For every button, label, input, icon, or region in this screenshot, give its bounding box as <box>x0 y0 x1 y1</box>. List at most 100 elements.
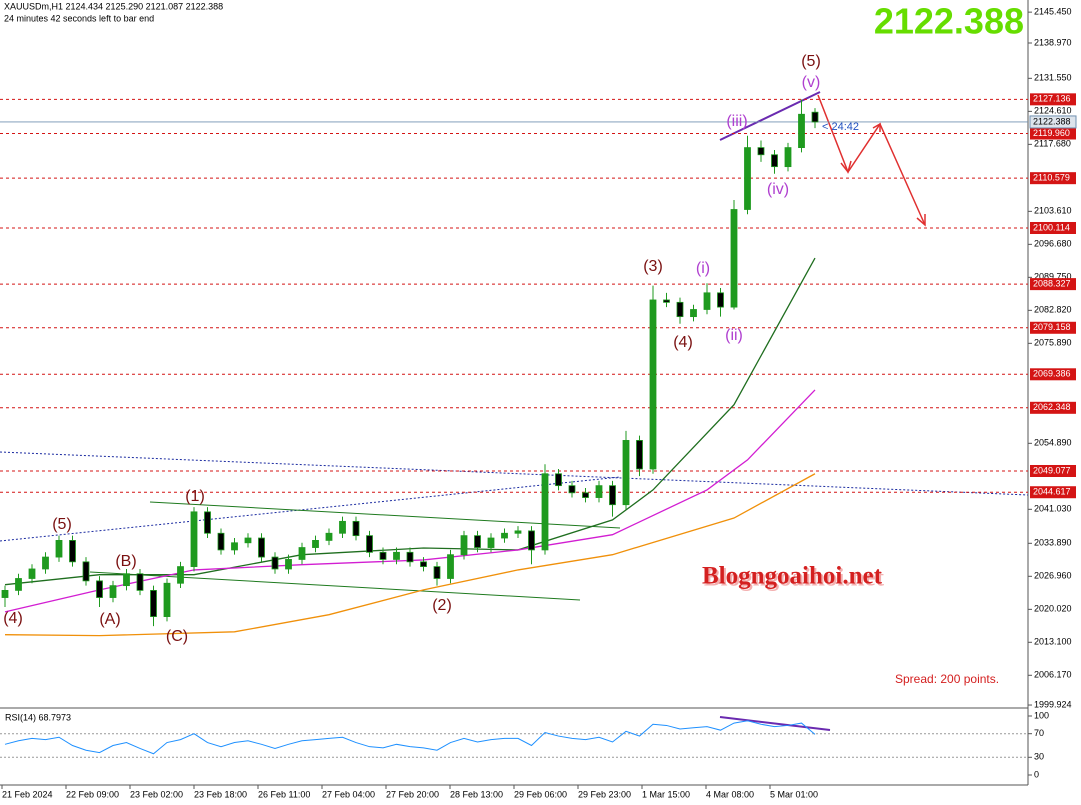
x-tick-label: 5 Mar 01:00 <box>770 789 818 799</box>
candle-body <box>190 511 198 567</box>
candle-body <box>622 440 630 506</box>
level-label: 2079.158 <box>1033 322 1071 332</box>
y-tick-label: 2082.820 <box>1034 305 1072 315</box>
candle-body <box>703 292 711 310</box>
level-box <box>1030 93 1076 106</box>
channel-line <box>89 571 581 601</box>
wave-label: (iii) <box>726 113 747 130</box>
y-tick-label: 2117.680 <box>1034 139 1071 149</box>
wave-label: (i) <box>696 260 710 277</box>
level-label: 2119.960 <box>1033 128 1070 138</box>
candle-body <box>55 540 63 558</box>
y-tick-label: 2054.890 <box>1034 438 1072 448</box>
trend-line <box>0 451 1029 496</box>
candle-body <box>150 589 157 617</box>
candle-body <box>1 589 9 598</box>
level-box <box>1030 127 1076 140</box>
candle-body <box>568 485 576 494</box>
candle-body <box>676 301 684 318</box>
y-tick-label: 2089.750 <box>1034 272 1072 282</box>
level-label: 2110.579 <box>1033 173 1070 183</box>
moving-average <box>4 389 816 613</box>
candle-body <box>460 535 468 556</box>
y-tick-label: 2026.960 <box>1034 571 1072 581</box>
candle-body <box>177 566 184 584</box>
candle-body <box>771 154 778 168</box>
wave-label: (3) <box>643 258 663 275</box>
y-tick-label: 2041.030 <box>1034 504 1072 514</box>
level-box <box>1030 278 1076 291</box>
x-tick-label: 21 Feb 2024 <box>2 789 53 799</box>
candle-body <box>366 535 373 553</box>
countdown: < 24:42 <box>822 121 859 133</box>
candle-body <box>501 532 508 539</box>
candle-body <box>555 473 562 487</box>
candle-body <box>433 566 441 579</box>
candle-body <box>109 585 117 598</box>
level-label: 2127.136 <box>1033 94 1071 104</box>
y-tick-label: 2013.100 <box>1034 637 1072 647</box>
y-tick-label: 1999.924 <box>1034 699 1072 709</box>
candle-body <box>690 309 697 318</box>
level-box <box>1030 321 1076 334</box>
candle-body <box>123 573 130 587</box>
y-tick-label: 2103.610 <box>1034 206 1072 216</box>
level-label: 2088.327 <box>1033 278 1071 288</box>
level-label: 2044.617 <box>1033 487 1071 497</box>
level-label: 2100.114 <box>1033 222 1070 232</box>
y-tick-label: 2075.890 <box>1034 338 1072 348</box>
rsi-tick-label: 0 <box>1034 769 1039 779</box>
candle-body <box>231 542 238 551</box>
x-tick-label: 26 Feb 11:00 <box>258 789 310 799</box>
candle-body <box>379 551 387 560</box>
candle-body <box>474 535 481 548</box>
candle-body <box>15 578 22 591</box>
y-tick-label: 2145.450 <box>1034 7 1072 17</box>
candle-body <box>717 292 724 308</box>
candle-body <box>163 582 171 617</box>
wave-label: (4) <box>3 610 23 627</box>
y-tick-label: 2006.170 <box>1034 670 1072 680</box>
candle-body <box>258 537 265 558</box>
x-tick-label: 4 Mar 08:00 <box>706 789 754 799</box>
candle-body <box>28 568 36 579</box>
spread: Spread: 200 points. <box>895 672 999 686</box>
y-tick-label: 2033.890 <box>1034 538 1072 548</box>
rsi-line <box>4 720 816 755</box>
wave-label: (v) <box>802 74 821 91</box>
candle-body <box>244 537 252 544</box>
candle-body <box>487 537 495 548</box>
wave-label: (5) <box>801 53 821 70</box>
candle-body <box>82 561 90 582</box>
candle-body <box>339 520 346 534</box>
arrow-head <box>872 122 881 132</box>
candle-body <box>42 556 49 570</box>
moving-average <box>4 257 816 586</box>
wave-label: (A) <box>99 611 120 628</box>
level-box <box>1030 401 1076 414</box>
moving-average <box>4 473 816 637</box>
big-price: 2122.388 <box>874 1 1024 42</box>
rsi-tick-label: 70 <box>1034 728 1044 738</box>
x-tick-label: 29 Feb 23:00 <box>578 789 631 799</box>
wave-label: (1) <box>185 488 205 505</box>
wave-label: (C) <box>166 628 188 645</box>
watermark: Blogngoaihoi.net <box>702 563 883 590</box>
candle-body <box>609 485 616 506</box>
candle-body <box>541 473 549 551</box>
candle-body <box>730 209 738 308</box>
arrow-head <box>916 214 926 227</box>
current-price-box <box>1029 115 1077 129</box>
level-box <box>1030 172 1076 185</box>
level-box <box>1030 486 1076 499</box>
candle-body <box>312 540 319 548</box>
candle-body <box>136 573 144 591</box>
drawings <box>0 91 1029 731</box>
candle-body <box>285 559 292 570</box>
candle-body <box>744 147 751 210</box>
chart-title: XAUUSDm,H1 2124.434 2125.290 2121.087 21… <box>4 1 223 11</box>
candle-body <box>204 511 211 534</box>
arrow-head <box>840 160 852 174</box>
